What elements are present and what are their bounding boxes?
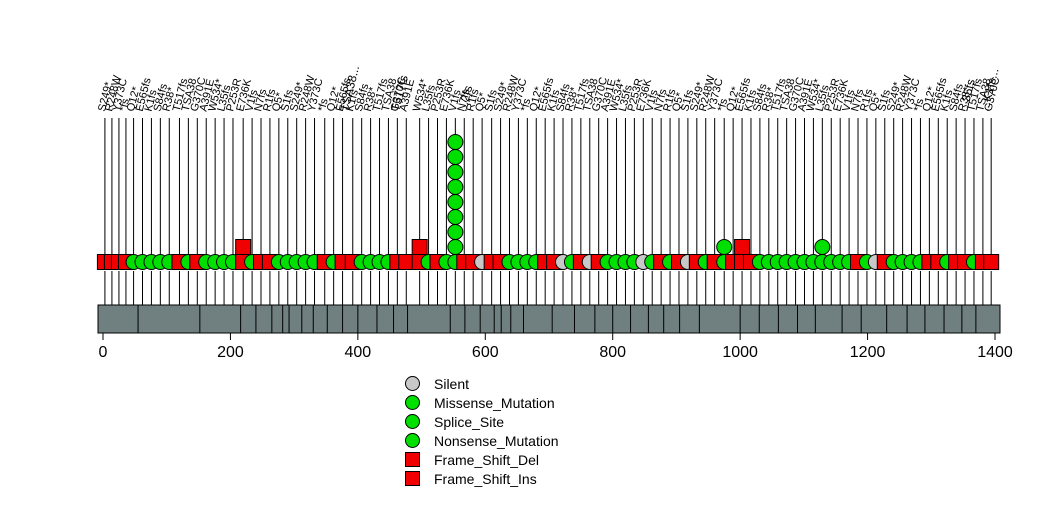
legend-item-label: Frame_Shift_Ins (434, 470, 537, 487)
mutation-label: V1fs (243, 88, 260, 113)
x-axis-tick-label: 400 (345, 344, 372, 361)
mutation-marker[interactable] (235, 239, 252, 255)
legend-circle-swatch-icon (405, 376, 420, 391)
mutation-marker[interactable] (447, 134, 464, 150)
legend: Silent Missense_Mutation Splice_Site Nonsen… (405, 374, 559, 488)
mutation-label: N7fs (849, 87, 866, 112)
mutation-label: *fs (715, 97, 730, 113)
legend-item-label: Frame_Shift_Del (434, 451, 540, 468)
mutation-marker[interactable] (716, 239, 733, 255)
mutation-label: R38* (563, 85, 581, 112)
mutation-label: K1fs (742, 88, 759, 113)
domain-bar-body[interactable] (97, 304, 1001, 334)
mutation-label: R1fs (858, 87, 875, 112)
mutation-label: *fs (316, 97, 331, 113)
legend-item-label: Nonsense_Mutation (434, 432, 559, 449)
connector-lines (104, 271, 992, 305)
mutation-marker[interactable] (447, 179, 464, 195)
mutation-label: S1fs (483, 88, 500, 113)
mutation-label: *fs (519, 97, 534, 113)
mutation-label: K1fs (938, 88, 955, 113)
mutation-label: Q5* (473, 91, 489, 113)
mutation-label: *fs (912, 97, 927, 113)
mutation-marker[interactable] (447, 149, 464, 165)
legend-circle-swatch-icon (405, 395, 420, 410)
mutation-marker[interactable] (398, 254, 415, 270)
mutation-marker[interactable] (734, 239, 751, 255)
mutation-label: N7fs (456, 87, 473, 112)
mutation-marker[interactable] (447, 209, 464, 225)
legend-circle-swatch-icon (405, 433, 420, 448)
mutation-marker[interactable] (983, 254, 1000, 270)
mutation-label: *fs (117, 97, 132, 113)
x-axis-tick-label: 800 (599, 344, 626, 361)
mutation-label: V1fs (643, 88, 660, 113)
mutation-label: N7fs (252, 87, 269, 112)
mutation-label: R38* (161, 85, 179, 112)
legend-item-label: Missense_Mutation (434, 394, 555, 411)
mutation-label: V1fs (840, 88, 857, 113)
mutation-label: R1fs (261, 87, 278, 112)
legend-item[interactable]: Missense_Mutation (405, 393, 559, 412)
legend-circle-swatch-icon (405, 414, 420, 429)
mutation-label: S1fs (876, 88, 893, 113)
mutation-label: V1fs (447, 88, 464, 113)
legend-item[interactable]: Frame_Shift_Del (405, 450, 559, 469)
mutation-label: Q5* (270, 91, 286, 113)
mutation-marker[interactable] (447, 239, 464, 255)
mutation-marker[interactable] (411, 239, 428, 255)
mutation-label: S1fs (279, 88, 296, 113)
x-axis-tick-label: 200 (217, 344, 244, 361)
mutation-label: R38* (362, 85, 380, 112)
mutation-label: Q5* (670, 91, 686, 113)
x-axis: 0 200 400 600 800 1000 1200 1400 (99, 332, 1013, 361)
mutation-label: S1fs (679, 88, 696, 113)
mutation-marker[interactable] (814, 239, 831, 255)
mutation-label: Q5* (867, 91, 883, 113)
mutation-label: R1fs (464, 87, 481, 112)
mutation-label: R38* (956, 85, 974, 112)
legend-square-swatch-icon (405, 452, 420, 467)
legend-item[interactable]: Silent (405, 374, 559, 393)
mutation-label: K1fs (344, 88, 361, 113)
mutation-label: R38* (760, 85, 778, 112)
mutation-label-block: S249*R248WY373C*fsQ12*E565fsK1fsS84fsR38… (96, 64, 1002, 113)
legend-item-label: Splice_Site (434, 413, 505, 430)
mutation-label: K1fs (143, 88, 160, 113)
mutation-marker[interactable] (447, 224, 464, 240)
stem-lines (104, 118, 992, 262)
mutation-label: N7fs (652, 87, 669, 112)
mutation-label: K1fs (545, 88, 562, 113)
legend-item[interactable]: Splice_Site (405, 412, 559, 431)
x-axis-tick-label: 1400 (977, 344, 1013, 361)
notable-mutation-label: ...2fs (455, 84, 475, 113)
x-axis-tick-label: 1000 (722, 344, 758, 361)
legend-square-swatch-icon (405, 471, 420, 486)
protein-domain-bar (97, 304, 1001, 334)
x-axis-tick-label: 600 (472, 344, 499, 361)
x-axis-tick-label: 0 (99, 344, 108, 361)
legend-item-label: Silent (434, 375, 470, 392)
mutation-marker[interactable] (447, 164, 464, 180)
legend-item[interactable]: Nonsense_Mutation (405, 431, 559, 450)
x-axis-tick-label: 1200 (850, 344, 886, 361)
mutation-marker[interactable] (447, 194, 464, 210)
mutation-label: R1fs (661, 87, 678, 112)
mutation-markers (96, 134, 1000, 270)
legend-item[interactable]: Frame_Shift_Ins (405, 469, 559, 488)
